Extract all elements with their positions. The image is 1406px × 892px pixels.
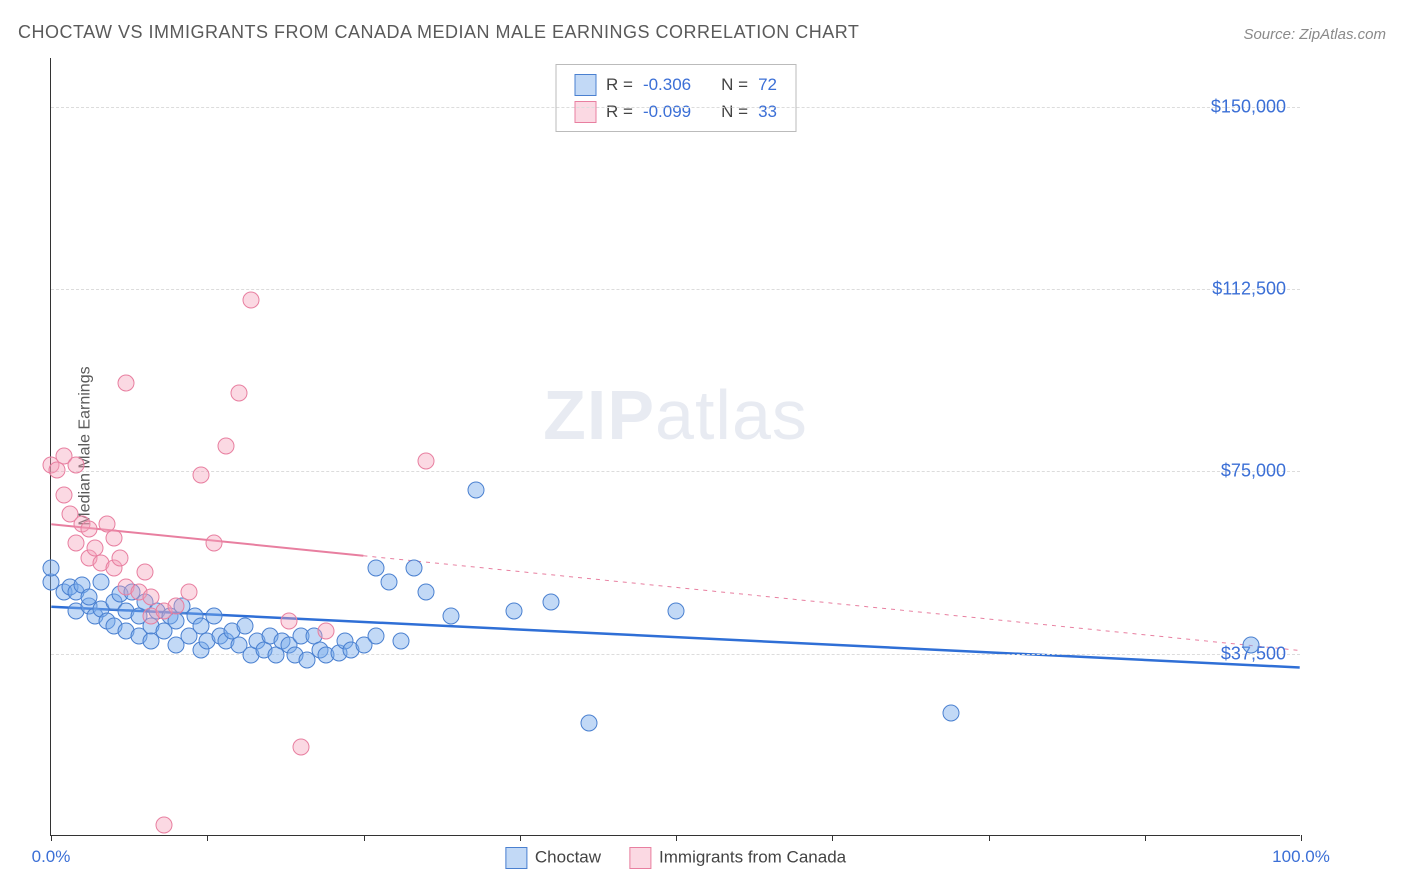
legend-r-label: R = — [606, 98, 633, 125]
scatter-point — [580, 715, 597, 732]
x-tick-mark — [989, 835, 990, 841]
scatter-point — [68, 457, 85, 474]
legend-r-label: R = — [606, 71, 633, 98]
x-tick-mark — [676, 835, 677, 841]
scatter-point — [136, 564, 153, 581]
scatter-point — [105, 530, 122, 547]
scatter-point — [368, 559, 385, 576]
scatter-point — [318, 622, 335, 639]
scatter-point — [55, 486, 72, 503]
scatter-point — [193, 467, 210, 484]
gridline — [51, 471, 1300, 472]
scatter-point — [1243, 637, 1260, 654]
scatter-point — [218, 438, 235, 455]
scatter-point — [405, 559, 422, 576]
watermark: ZIPatlas — [543, 375, 808, 455]
correlation-legend: R = -0.306 N = 72 R = -0.099 N = 33 — [555, 64, 796, 132]
legend-row: R = -0.306 N = 72 — [574, 71, 777, 98]
trend-line-dashed — [363, 556, 1299, 651]
gridline — [51, 289, 1300, 290]
x-tick-mark — [364, 835, 365, 841]
legend-n-value: 33 — [758, 98, 777, 125]
scatter-point — [505, 603, 522, 620]
scatter-point — [68, 535, 85, 552]
y-tick-label: $150,000 — [1211, 96, 1286, 117]
scatter-point — [118, 374, 135, 391]
legend-swatch — [629, 847, 651, 869]
scatter-point — [943, 705, 960, 722]
scatter-point — [293, 739, 310, 756]
scatter-point — [668, 603, 685, 620]
scatter-point — [93, 574, 110, 591]
chart-source: Source: ZipAtlas.com — [1243, 26, 1386, 43]
legend-n-label: N = — [721, 71, 748, 98]
scatter-point — [180, 583, 197, 600]
scatter-point — [236, 617, 253, 634]
x-tick-label: 0.0% — [32, 847, 71, 867]
scatter-point — [43, 559, 60, 576]
scatter-point — [168, 598, 185, 615]
legend-item: Choctaw — [505, 847, 601, 869]
trend-lines-layer — [51, 58, 1300, 835]
scatter-point — [543, 593, 560, 610]
scatter-point — [230, 384, 247, 401]
y-tick-label: $112,500 — [1212, 278, 1286, 299]
scatter-point — [380, 574, 397, 591]
scatter-point — [243, 292, 260, 309]
x-tick-mark — [1301, 835, 1302, 841]
x-tick-mark — [832, 835, 833, 841]
scatter-point — [418, 452, 435, 469]
scatter-point — [393, 632, 410, 649]
legend-item: Immigrants from Canada — [629, 847, 846, 869]
scatter-point — [418, 583, 435, 600]
scatter-point — [111, 549, 128, 566]
x-tick-label: 100.0% — [1272, 847, 1330, 867]
gridline — [51, 107, 1300, 108]
scatter-point — [205, 535, 222, 552]
scatter-point — [468, 481, 485, 498]
scatter-point — [143, 588, 160, 605]
chart-title: CHOCTAW VS IMMIGRANTS FROM CANADA MEDIAN… — [18, 22, 859, 43]
legend-row: R = -0.099 N = 33 — [574, 98, 777, 125]
x-tick-mark — [51, 835, 52, 841]
legend-swatch — [505, 847, 527, 869]
x-tick-mark — [520, 835, 521, 841]
scatter-point — [368, 627, 385, 644]
scatter-point — [49, 462, 66, 479]
legend-swatch — [574, 74, 596, 96]
legend-r-value: -0.099 — [643, 98, 691, 125]
legend-n-label: N = — [721, 98, 748, 125]
scatter-plot: ZIPatlas R =-0.306N =72R =-0.099N =33 Ch… — [50, 58, 1300, 836]
x-tick-mark — [207, 835, 208, 841]
scatter-point — [205, 608, 222, 625]
scatter-point — [155, 817, 172, 834]
scatter-point — [80, 520, 97, 537]
scatter-point — [280, 613, 297, 630]
legend-swatch — [574, 101, 596, 123]
legend-n-value: 72 — [758, 71, 777, 98]
series-legend: Choctaw Immigrants from Canada — [505, 847, 846, 869]
y-tick-label: $75,000 — [1221, 461, 1286, 482]
legend-r-value: -0.306 — [643, 71, 691, 98]
scatter-point — [443, 608, 460, 625]
x-tick-mark — [1145, 835, 1146, 841]
